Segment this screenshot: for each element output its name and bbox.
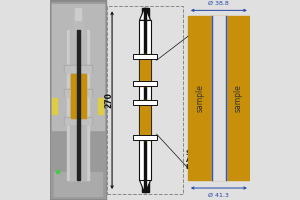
Bar (73, 16, 83, 36)
Bar (134, 81, 157, 86)
Bar (51, 2, 105, 198)
Bar (64, 65, 92, 72)
Bar (188, 16, 250, 180)
Bar (144, 8, 146, 192)
Bar (70, 74, 86, 118)
Bar (76, 30, 80, 180)
Bar (65, 66, 91, 72)
Bar (134, 100, 157, 105)
Circle shape (57, 170, 60, 174)
Bar (140, 100, 150, 140)
Text: sample: sample (196, 84, 205, 112)
Text: 270: 270 (104, 92, 113, 108)
Bar (140, 20, 151, 180)
Bar (65, 90, 91, 96)
Text: Ø 16.9: Ø 16.9 (208, 159, 229, 164)
Bar (212, 16, 226, 180)
Bar (188, 16, 250, 180)
Bar (70, 30, 86, 180)
Bar (52, 98, 57, 114)
Bar (64, 89, 92, 96)
Bar (98, 98, 103, 114)
Polygon shape (140, 180, 151, 192)
Bar (52, 4, 104, 130)
Bar (107, 6, 183, 194)
Bar (140, 54, 150, 86)
Bar (54, 172, 102, 196)
Bar (134, 135, 157, 140)
Bar (75, 8, 81, 20)
Bar (67, 30, 89, 180)
Text: sample: sample (233, 84, 242, 112)
Text: Ø 15.0: Ø 15.0 (208, 45, 229, 50)
Bar (142, 8, 148, 192)
Bar (50, 0, 106, 200)
Text: Spinner
Adapter
N - 1 5/8": Spinner Adapter N - 1 5/8" (186, 150, 223, 170)
Bar (134, 54, 157, 59)
Text: Ø 38.8: Ø 38.8 (208, 1, 229, 6)
Text: Ø 41.3: Ø 41.3 (208, 193, 229, 198)
Polygon shape (140, 8, 151, 20)
Bar (64, 117, 92, 124)
Bar (65, 118, 91, 124)
